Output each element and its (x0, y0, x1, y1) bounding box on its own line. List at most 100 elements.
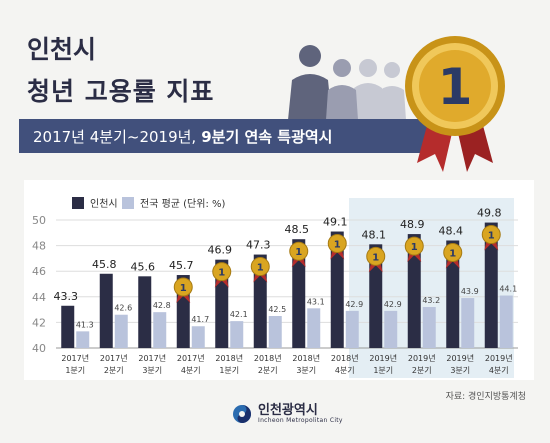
data-label-national: 42.5 (268, 305, 286, 314)
data-label-incheon: 46.9 (208, 244, 233, 257)
bar-incheon (99, 273, 113, 348)
x-tick-quarter: 3분기 (142, 366, 162, 375)
x-tick-quarter: 2분기 (412, 366, 432, 375)
y-tick-label: 46 (32, 265, 46, 278)
legend-label-incheon: 인천시 (90, 199, 118, 210)
y-tick-label: 40 (32, 342, 46, 355)
banner-period: 2017년 4분기~2019년, (33, 127, 197, 146)
data-label-national: 42.8 (153, 301, 171, 310)
medal-icon (366, 246, 386, 266)
bar-national (114, 314, 128, 348)
medal-number: 1 (218, 268, 225, 279)
medal-number: 1 (295, 247, 302, 258)
incheon-emblem-icon (233, 405, 251, 423)
medal-number: 1 (334, 240, 341, 251)
y-tick-label: 50 (32, 214, 46, 227)
medal-icon (443, 242, 463, 262)
gold-medal-icon: 1 (405, 36, 505, 172)
bar-incheon (330, 231, 344, 348)
data-label-incheon: 48.1 (362, 228, 387, 241)
legend-swatch-incheon (72, 196, 84, 209)
y-tick-label: 48 (32, 240, 46, 253)
bar-national (461, 298, 475, 348)
title-line-2: 청년 고용률 지표 (27, 77, 215, 106)
bar-incheon (369, 244, 383, 348)
legend-swatch-national (122, 196, 134, 209)
medal-icon (327, 234, 347, 254)
x-tick-quarter: 1분기 (219, 366, 239, 375)
data-label-incheon: 48.9 (400, 218, 425, 231)
x-tick-year: 2019년 (485, 353, 513, 363)
medal-number: 1 (438, 58, 473, 116)
medal-icon (404, 236, 424, 256)
x-tick-year: 2018년 (331, 353, 359, 363)
data-label-incheon: 47.3 (246, 239, 271, 252)
medal-number: 1 (411, 242, 418, 253)
x-tick-year: 2018년 (292, 353, 320, 363)
x-tick-year: 2017년 (61, 353, 89, 363)
bar-national (191, 326, 205, 348)
medal-icon (212, 262, 232, 282)
medal-icon (289, 241, 309, 261)
data-label-national: 43.1 (307, 297, 325, 306)
bar-incheon (446, 240, 460, 348)
medal-icon (250, 257, 270, 277)
banner-highlight: 9분기 연속 특광역시 (201, 127, 333, 146)
bar-national (307, 308, 321, 348)
legend-label-national: 전국 평균 (단위: %) (140, 199, 226, 210)
medal-number: 1 (180, 283, 187, 294)
data-label-national: 41.7 (191, 315, 209, 324)
x-tick-quarter: 3분기 (296, 366, 316, 375)
medal-number: 1 (372, 252, 379, 263)
data-label-incheon: 49.8 (477, 207, 502, 220)
y-tick-label: 44 (32, 291, 46, 304)
subtitle-banner: 2017년 4분기~2019년, 9분기 연속 특광역시 (19, 119, 439, 153)
medal-icon (173, 277, 193, 297)
bar-national (76, 331, 90, 348)
bar-national (384, 310, 398, 348)
data-label-national: 42.1 (230, 310, 248, 319)
x-tick-year: 2018년 (215, 353, 243, 363)
bar-incheon (292, 239, 306, 348)
x-tick-year: 2018년 (254, 353, 282, 363)
data-label-national: 42.6 (114, 304, 132, 313)
bar-national (230, 321, 244, 348)
x-tick-quarter: 4분기 (181, 366, 201, 375)
bar-national (499, 295, 513, 348)
data-label-incheon: 45.7 (169, 259, 194, 272)
x-tick-year: 2019년 (369, 353, 397, 363)
medal-number: 1 (488, 231, 495, 242)
source-note: 자료: 경인지방통계청 (445, 392, 526, 402)
y-tick-label: 42 (32, 316, 46, 329)
title-line-1: 인천시 (27, 35, 97, 64)
data-label-incheon: 45.8 (92, 258, 117, 271)
bar-incheon (407, 234, 421, 348)
bar-national (422, 307, 436, 348)
data-label-incheon: 43.3 (54, 290, 79, 303)
x-tick-year: 2017년 (177, 353, 205, 363)
data-label-incheon: 45.6 (131, 260, 156, 273)
silhouette-people-icon (288, 45, 406, 120)
data-label-national: 43.9 (461, 287, 479, 296)
medal-number: 1 (257, 263, 264, 274)
data-label-national: 42.9 (384, 300, 402, 309)
x-tick-quarter: 2분기 (104, 366, 124, 375)
x-tick-year: 2017년 (100, 353, 128, 363)
bar-incheon (138, 276, 152, 348)
x-tick-year: 2019년 (408, 353, 436, 363)
x-tick-quarter: 1분기 (65, 366, 85, 375)
incheon-logo: 인천광역시 Incheon Metropolitan City (232, 404, 343, 424)
logo-english: Incheon Metropolitan City (258, 417, 343, 424)
x-tick-year: 2017년 (138, 353, 166, 363)
data-label-incheon: 48.5 (285, 223, 310, 236)
x-tick-year: 2019년 (446, 353, 474, 363)
legend-incheon: 인천시 (72, 195, 118, 210)
x-tick-quarter: 3분기 (450, 366, 470, 375)
x-tick-quarter: 4분기 (335, 366, 355, 375)
data-label-national: 42.9 (345, 300, 363, 309)
bar-incheon (61, 305, 75, 348)
data-label-national: 43.2 (422, 296, 440, 305)
medal-icon (481, 225, 501, 245)
medal-number: 1 (449, 248, 456, 259)
